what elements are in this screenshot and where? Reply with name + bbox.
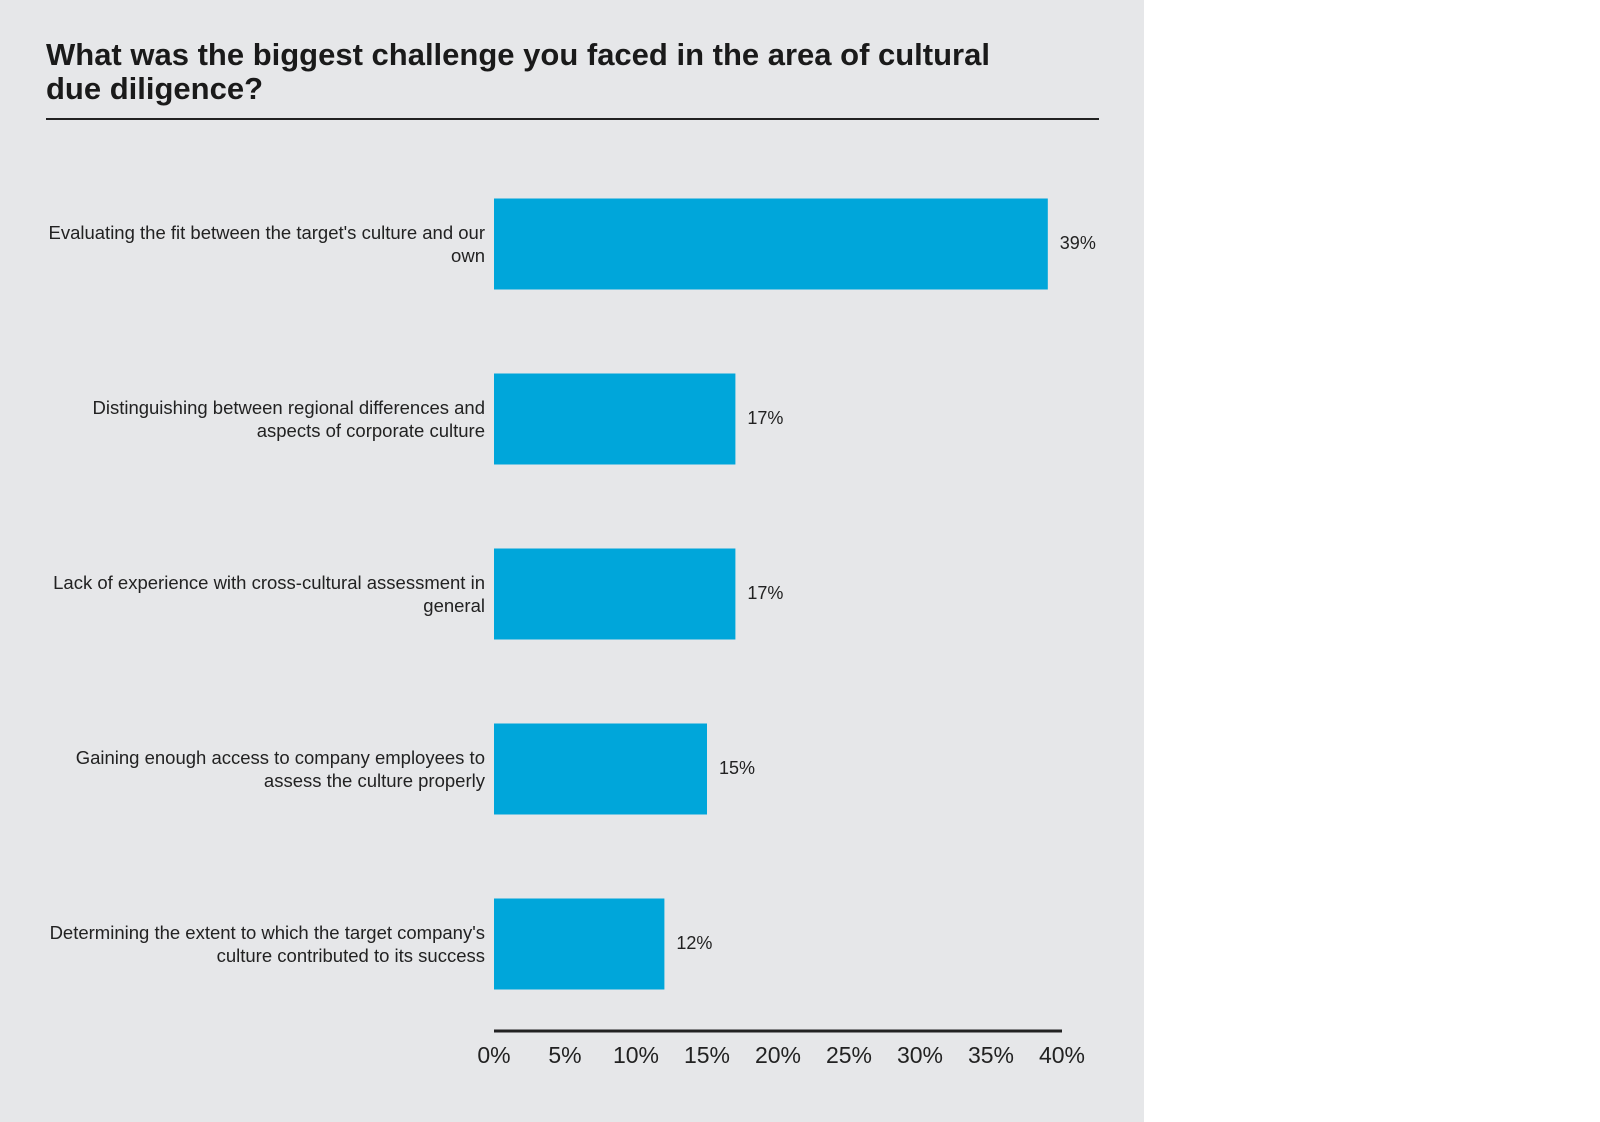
- x-tick-label: 30%: [897, 1042, 943, 1068]
- bar: [494, 723, 707, 815]
- x-tick-label: 15%: [684, 1042, 730, 1068]
- bar: [494, 373, 736, 465]
- chart: 0% 5% 10% 15% 20% 25% 30% 35% 40% 39% 17% 17% 15% 12%: [477, 198, 1096, 1068]
- category-label: Determining the extent to which the targ…: [49, 922, 485, 966]
- category-label: Lack of experience with cross-cultural a…: [53, 572, 485, 616]
- bar: [494, 548, 736, 640]
- category-label: Gaining enough access to company employe…: [75, 747, 485, 791]
- x-tick-label: 0%: [477, 1042, 510, 1068]
- value-label: 17%: [747, 408, 783, 428]
- title-rule: [46, 118, 1099, 120]
- category-label: Evaluating the fit between the target's …: [48, 222, 485, 266]
- value-label: 17%: [747, 583, 783, 603]
- category-label: Distinguishing between regional differen…: [92, 397, 485, 441]
- value-label: 12%: [676, 933, 712, 953]
- value-label: 39%: [1060, 233, 1096, 253]
- x-tick-label: 25%: [826, 1042, 872, 1068]
- x-tick-label: 20%: [755, 1042, 801, 1068]
- x-tick-label: 40%: [1039, 1042, 1085, 1068]
- x-tick-label: 10%: [613, 1042, 659, 1068]
- chart-title: What was the biggest challenge you faced…: [46, 37, 990, 106]
- bar: [494, 198, 1048, 290]
- value-label: 15%: [719, 758, 755, 778]
- x-tick-label: 5%: [548, 1042, 581, 1068]
- x-tick-label: 35%: [968, 1042, 1014, 1068]
- bar: [494, 898, 665, 990]
- chart-panel: What was the biggest challenge you faced…: [0, 0, 1144, 1122]
